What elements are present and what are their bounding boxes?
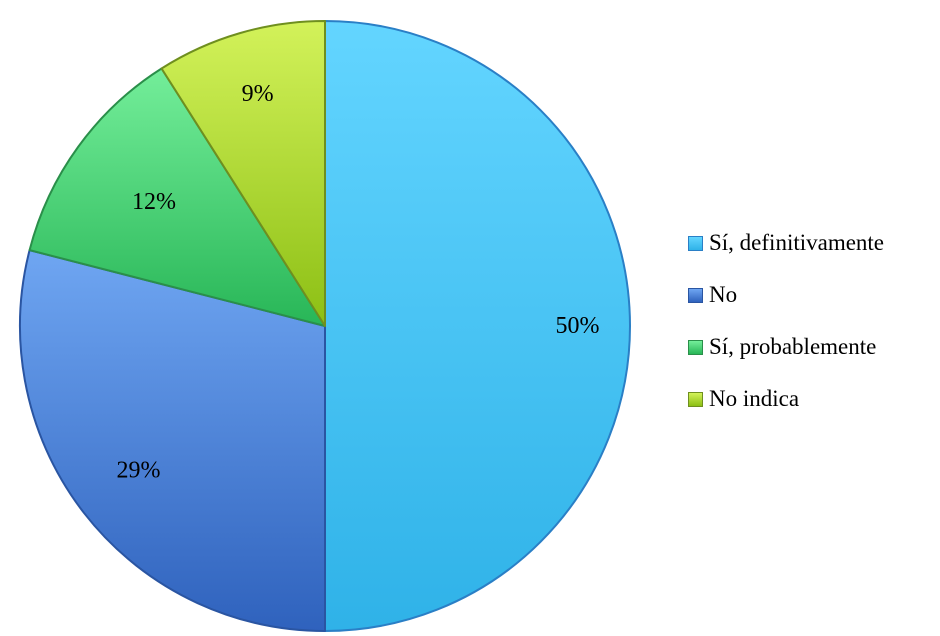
legend-item-si-definitivamente: Sí, definitivamente	[688, 230, 938, 256]
legend-label-si-definitivamente: Sí, definitivamente	[709, 230, 885, 255]
pie-labels: 50% 29% 12% 9%	[117, 81, 600, 484]
slice-label-no: 29%	[117, 458, 161, 484]
slice-label-no-indica: 9%	[242, 81, 274, 107]
pie-slice-no	[19, 249, 326, 632]
pie-slices	[19, 20, 631, 632]
legend-swatch-si-definitivamente	[688, 235, 703, 251]
legend-swatch-no	[688, 287, 703, 303]
legend-label-no: No	[709, 282, 738, 307]
legend-swatch-si-probablemente	[688, 339, 703, 355]
slice-label-si-definitivamente: 50%	[556, 313, 600, 339]
pie-slice-si-definitivamente	[324, 20, 631, 632]
legend-item-no: No	[688, 282, 938, 308]
legend-item-si-probablemente: Sí, probablemente	[688, 334, 938, 360]
legend-item-no-indica: No indica	[688, 386, 938, 412]
pie-slice-si-probablemente	[28, 67, 326, 327]
legend-label-no-indica: No indica	[709, 386, 800, 411]
pie-slice-no-indica	[160, 20, 326, 327]
legend-label-si-probablemente: Sí, probablemente	[709, 334, 877, 359]
pie-chart: 50% 29% 12% 9%	[19, 20, 631, 632]
slice-label-si-probablemente: 12%	[132, 189, 176, 215]
legend-swatch-no-indica	[688, 391, 703, 407]
legend: Sí, definitivamente No Sí, probablemente…	[688, 230, 938, 412]
